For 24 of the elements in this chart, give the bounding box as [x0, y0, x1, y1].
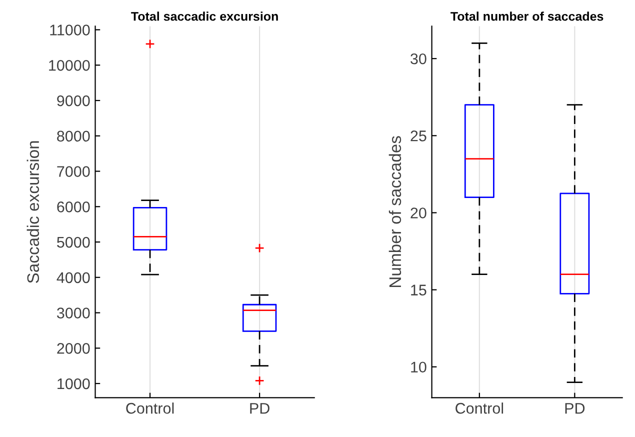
y-tick-label: 10 — [411, 362, 426, 373]
chart-title: Total saccadic excursion — [131, 12, 278, 21]
y-tick-label: 30 — [410, 53, 426, 64]
y-tick-label: 20 — [410, 208, 426, 218]
y-tick-label: 11000 — [50, 24, 90, 36]
y-tick-label: 6000 — [57, 202, 90, 212]
y-tick-label: 9000 — [57, 95, 90, 106]
y-tick-label: 4000 — [56, 272, 90, 284]
y-tick-label: 5000 — [57, 236, 90, 248]
y-axis-title: Number of saccades — [388, 136, 402, 287]
y-tick-label: 1000 — [58, 378, 90, 390]
chart-title: Total number of saccades — [450, 12, 604, 21]
y-tick-label: 2000 — [57, 343, 90, 354]
x-tick-label: Control — [456, 402, 504, 414]
y-tick-label: 10000 — [49, 60, 90, 71]
y-tick-label: 15 — [411, 284, 426, 296]
y-tick-label: 3000 — [56, 308, 90, 318]
x-tick-label: Control — [126, 402, 174, 414]
y-tick-label: 7000 — [57, 166, 90, 177]
y-tick-label: 8000 — [57, 130, 90, 142]
x-tick-label: PD — [565, 403, 585, 414]
y-axis-title: Saccadic excursion — [26, 141, 40, 283]
x-tick-label: PD — [250, 403, 270, 414]
y-tick-label: 25 — [410, 130, 426, 142]
